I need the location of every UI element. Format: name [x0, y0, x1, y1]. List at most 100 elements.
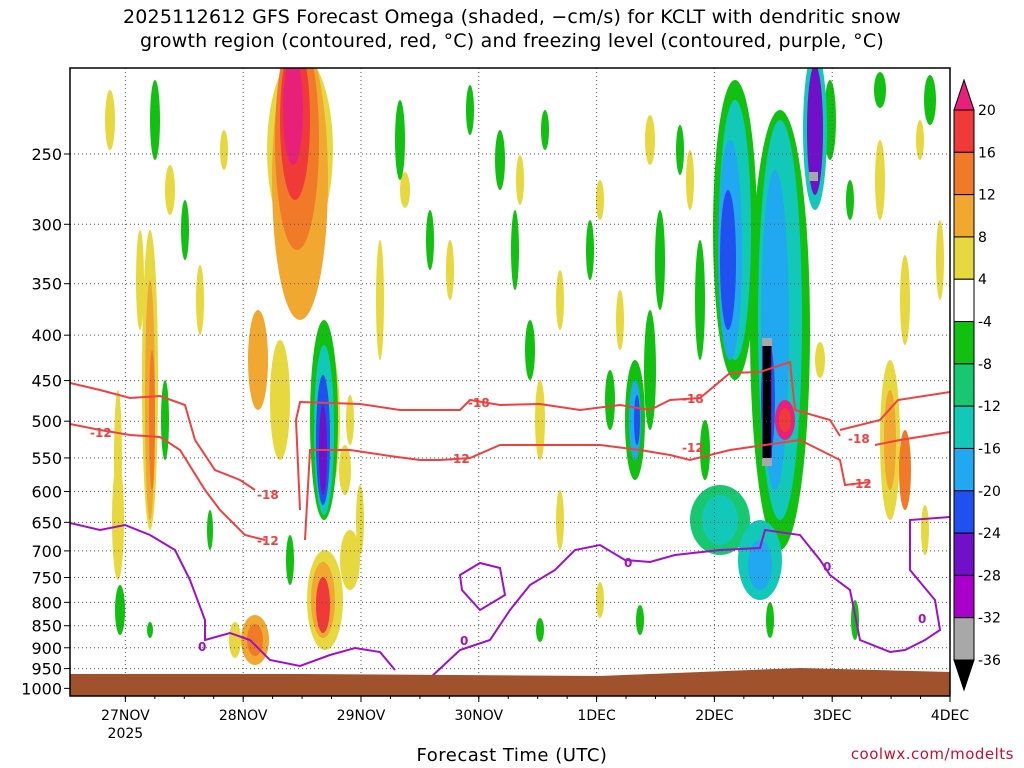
omega-cell — [655, 210, 665, 310]
y-tick-label: 250 — [31, 145, 62, 164]
omega-cell — [105, 90, 115, 150]
omega-cell — [516, 155, 524, 205]
omega-cell — [936, 220, 944, 300]
contour-label: 0 — [198, 640, 206, 654]
omega-cell — [586, 220, 594, 280]
omega-cell — [644, 310, 656, 430]
omega-cell — [495, 130, 505, 190]
omega-cell — [525, 320, 535, 380]
colorbar-swatch — [953, 151, 975, 196]
dgz-contour-minus18-right — [839, 391, 950, 431]
omega-cell — [446, 240, 454, 300]
colorbar-swatch — [953, 321, 975, 365]
omega-cell — [875, 140, 885, 220]
omega-cell — [921, 505, 929, 555]
omega-cell — [511, 210, 519, 290]
omega-cell — [400, 172, 410, 208]
y-tick-label: 300 — [31, 215, 62, 234]
colorbar-label: 8 — [978, 230, 987, 246]
omega-cell-gray — [809, 172, 818, 181]
omega-cell — [220, 130, 228, 170]
x-year-label: 2025 — [108, 726, 144, 742]
omega-cell — [686, 150, 694, 210]
colorbar-swatch — [953, 574, 975, 619]
y-tick-label: 350 — [31, 275, 62, 294]
omega-cell — [283, 68, 303, 165]
y-tick-label: 900 — [31, 639, 62, 658]
contour-lines: -12 -18 -18 -12 -12 -18 -12 -18 -12 0 0 0 0 0 — [70, 360, 950, 679]
x-axis: 27NOV 28NOV 29NOV 30NOV 1DEC 2DEC 3DEC 4DEC 2025 — [101, 696, 969, 742]
omega-cell — [616, 290, 624, 350]
omega-cell — [115, 585, 125, 635]
contour-label: 0 — [460, 634, 468, 648]
x-tick-label: 27NOV — [101, 708, 150, 724]
omega-cell — [150, 80, 160, 160]
omega-cell — [695, 240, 705, 360]
y-tick-label: 400 — [31, 326, 62, 345]
omega-cell-gray — [762, 458, 772, 466]
omega-cell — [556, 490, 564, 550]
omega-cell — [339, 445, 351, 495]
omega-cell — [900, 255, 910, 345]
dgz-contour-minus18 — [70, 382, 256, 491]
dgz-contour-minus18-mid — [294, 360, 841, 511]
contour-label: -18 — [257, 488, 279, 502]
omega-cell — [136, 230, 144, 330]
y-tick-label: 1000 — [21, 679, 62, 698]
colorbar-arrow-top — [953, 78, 975, 111]
colorbar-label: 16 — [978, 145, 996, 161]
omega-cell — [340, 530, 360, 590]
contour-label: -12 — [257, 534, 279, 548]
colorbar-label: -8 — [978, 357, 992, 373]
omega-cell — [846, 180, 854, 220]
x-tick-label: 4DEC — [931, 708, 970, 724]
colorbar-swatch — [953, 363, 975, 407]
x-tick-label: 2DEC — [695, 708, 734, 724]
colorbar-swatch — [953, 194, 975, 238]
ground-surface — [70, 668, 950, 696]
omega-cell — [634, 395, 640, 445]
x-tick-label: 1DEC — [577, 708, 616, 724]
omega-cell — [807, 68, 823, 195]
contour-label: 0 — [918, 612, 926, 626]
omega-cell — [596, 582, 604, 618]
contour-label: -18 — [468, 396, 490, 410]
x-tick-label: 3DEC — [813, 708, 852, 724]
omega-cell — [766, 602, 774, 638]
colorbar-label: -24 — [978, 526, 1001, 542]
omega-cell — [702, 495, 738, 545]
omega-cell — [874, 72, 886, 108]
omega-cell — [700, 420, 710, 480]
omega-cell — [207, 510, 213, 550]
omega-cell — [536, 618, 544, 642]
omega-cell — [376, 240, 384, 360]
freezing-level-contour — [70, 522, 396, 671]
y-tick-label: 800 — [31, 593, 62, 612]
colorbar-swatch — [953, 236, 975, 280]
omega-cell — [556, 270, 564, 330]
omega-cell — [636, 605, 644, 635]
contour-label: 0 — [823, 560, 831, 574]
y-tick-label: 450 — [31, 372, 62, 391]
plot-frame — [69, 67, 951, 697]
omega-cell — [316, 577, 330, 633]
omega-cell — [916, 120, 924, 160]
omega-cell — [779, 408, 791, 432]
x-tick-label: 30NOV — [454, 708, 503, 724]
omega-cell — [395, 100, 405, 180]
colorbar-swatch — [953, 447, 975, 492]
contour-label: -12 — [448, 452, 470, 466]
colorbar-swatch — [953, 405, 975, 449]
omega-cell — [899, 430, 911, 510]
dgz-contour-minus12-mid — [304, 438, 871, 541]
chart-title-line2: growth region (contoured, red, °C) and f… — [140, 30, 884, 52]
omega-cell — [270, 340, 290, 460]
y-tick-label: 700 — [31, 542, 62, 561]
colorbar-swatch — [953, 532, 975, 576]
contour-label: -18 — [848, 432, 870, 446]
omega-cell — [815, 342, 825, 378]
omega-cell — [149, 350, 155, 490]
omega-cell — [181, 200, 189, 260]
omega-cell — [147, 622, 153, 638]
